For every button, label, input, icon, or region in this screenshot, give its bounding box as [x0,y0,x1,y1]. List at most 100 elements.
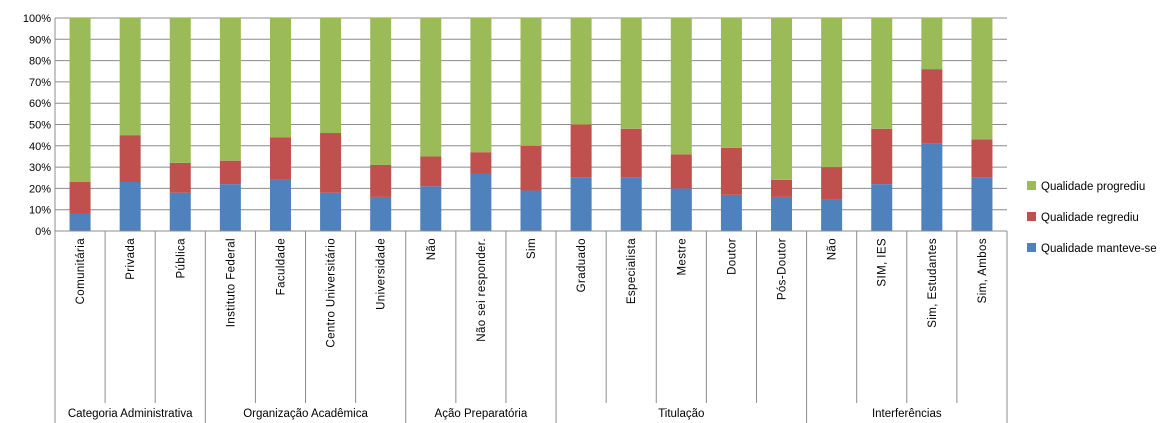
bar-segment [520,190,542,231]
bar-segment [821,199,843,231]
bar-segment [470,152,492,174]
category-label: Sim, Ambos [977,238,989,303]
bar-segment [69,213,91,231]
bar-segment [620,128,642,178]
y-tick-label: 40% [29,141,51,153]
bar-segment [720,18,742,148]
group-label: Interferências [872,408,942,420]
bar-segment [520,145,542,191]
y-tick-label: 0% [35,226,51,238]
y-tick-label: 20% [29,183,51,195]
bar-segment [620,177,642,231]
bar-segment [971,177,993,231]
y-tick-label: 100% [23,13,51,25]
legend-label: Qualidade regrediu [1041,212,1139,224]
legend-swatch [1027,181,1036,190]
group-labels: Categoria Administrativa Organização Acad… [68,408,942,420]
bar-segment [470,173,492,231]
bar-segment [370,18,392,165]
legend-swatch [1027,212,1036,221]
bar-segment [320,192,342,231]
group-label: Categoria Administrativa [68,408,193,420]
y-tick-label: 10% [29,205,51,217]
bar-segment [69,18,91,183]
legend-label: Qualidade manteve-se [1041,243,1157,255]
bar-segment [370,196,392,231]
category-label: Pós-Doutor [777,238,789,300]
bar-segment [570,124,592,178]
bar-segment [921,18,943,70]
bar-segment [871,128,893,185]
category-label: Universidade [376,238,388,310]
category-label: Não [426,238,438,260]
bar-segment [219,160,241,185]
bar-segment [169,162,191,193]
category-label: Doutor [726,238,738,275]
bar-segment [420,186,442,231]
category-label: SIM, IES [877,238,889,287]
category-label: Sim, Estudantes [927,238,939,328]
bars [69,18,993,231]
bar-segment [771,196,793,231]
category-label: Comunitária [75,238,87,305]
bar-segment [871,184,893,231]
bar-segment [570,18,592,125]
bar-segment [69,182,91,214]
group-label: Titulação [658,408,704,420]
bar-segment [269,137,291,180]
group-label: Organização Acadêmica [243,408,368,420]
bar-segment [821,167,843,200]
bar-segment [971,18,993,140]
category-label: Não [827,238,839,260]
category-label: Não sei responder. [476,238,488,342]
bar-segment [771,179,793,197]
bar-segment [520,18,542,146]
bar-segment [821,18,843,168]
bar-segment [269,179,291,231]
bar-segment [921,143,943,231]
legend: Qualidade progrediu Qualidade regrediu Qua… [1027,181,1157,255]
legend-swatch [1027,243,1036,252]
y-tick-label: 60% [29,98,51,110]
category-label: Mestre [676,238,688,276]
category-label: Sim [526,238,538,259]
axes [54,18,1008,423]
y-tick-label: 70% [29,77,51,89]
category-label: Privada [125,238,137,280]
bar-segment [169,18,191,163]
y-tick-label: 90% [29,34,51,46]
y-tick-label: 80% [29,56,51,68]
y-tick-label: 30% [29,162,51,174]
bar-segment [971,139,993,178]
y-tick-labels: 0% 10% 20% 30% 40% 50% 60% 70% 80% 90% 100% [23,13,51,238]
bar-segment [620,18,642,129]
category-label: Graduado [576,238,588,292]
bar-segment [420,156,442,187]
bar-segment [771,18,793,180]
bar-segment [119,182,141,231]
bar-segment [119,135,141,183]
bar-segment [670,154,692,189]
bar-segment [370,164,392,197]
category-label: Faculdade [275,238,287,295]
bar-segment [871,18,893,129]
bar-segment [570,177,592,231]
bar-segment [269,18,291,138]
bar-segment [470,18,492,153]
legend-label: Qualidade progrediu [1041,181,1145,193]
category-label: Centro Universitário [326,238,338,348]
bar-segment [921,69,943,144]
y-tick-label: 50% [29,120,51,132]
bar-segment [720,194,742,231]
bar-segment [169,192,191,231]
group-label: Ação Preparatória [435,408,528,420]
bar-segment [420,18,442,157]
bar-segment [670,188,692,231]
bar-segment [219,184,241,231]
category-label: Pública [175,238,187,279]
bar-segment [670,18,692,155]
bar-segment [720,147,742,195]
bar-segment [320,18,342,134]
category-labels: Comunitária Privada Pública Instituto Feder… [75,238,989,348]
